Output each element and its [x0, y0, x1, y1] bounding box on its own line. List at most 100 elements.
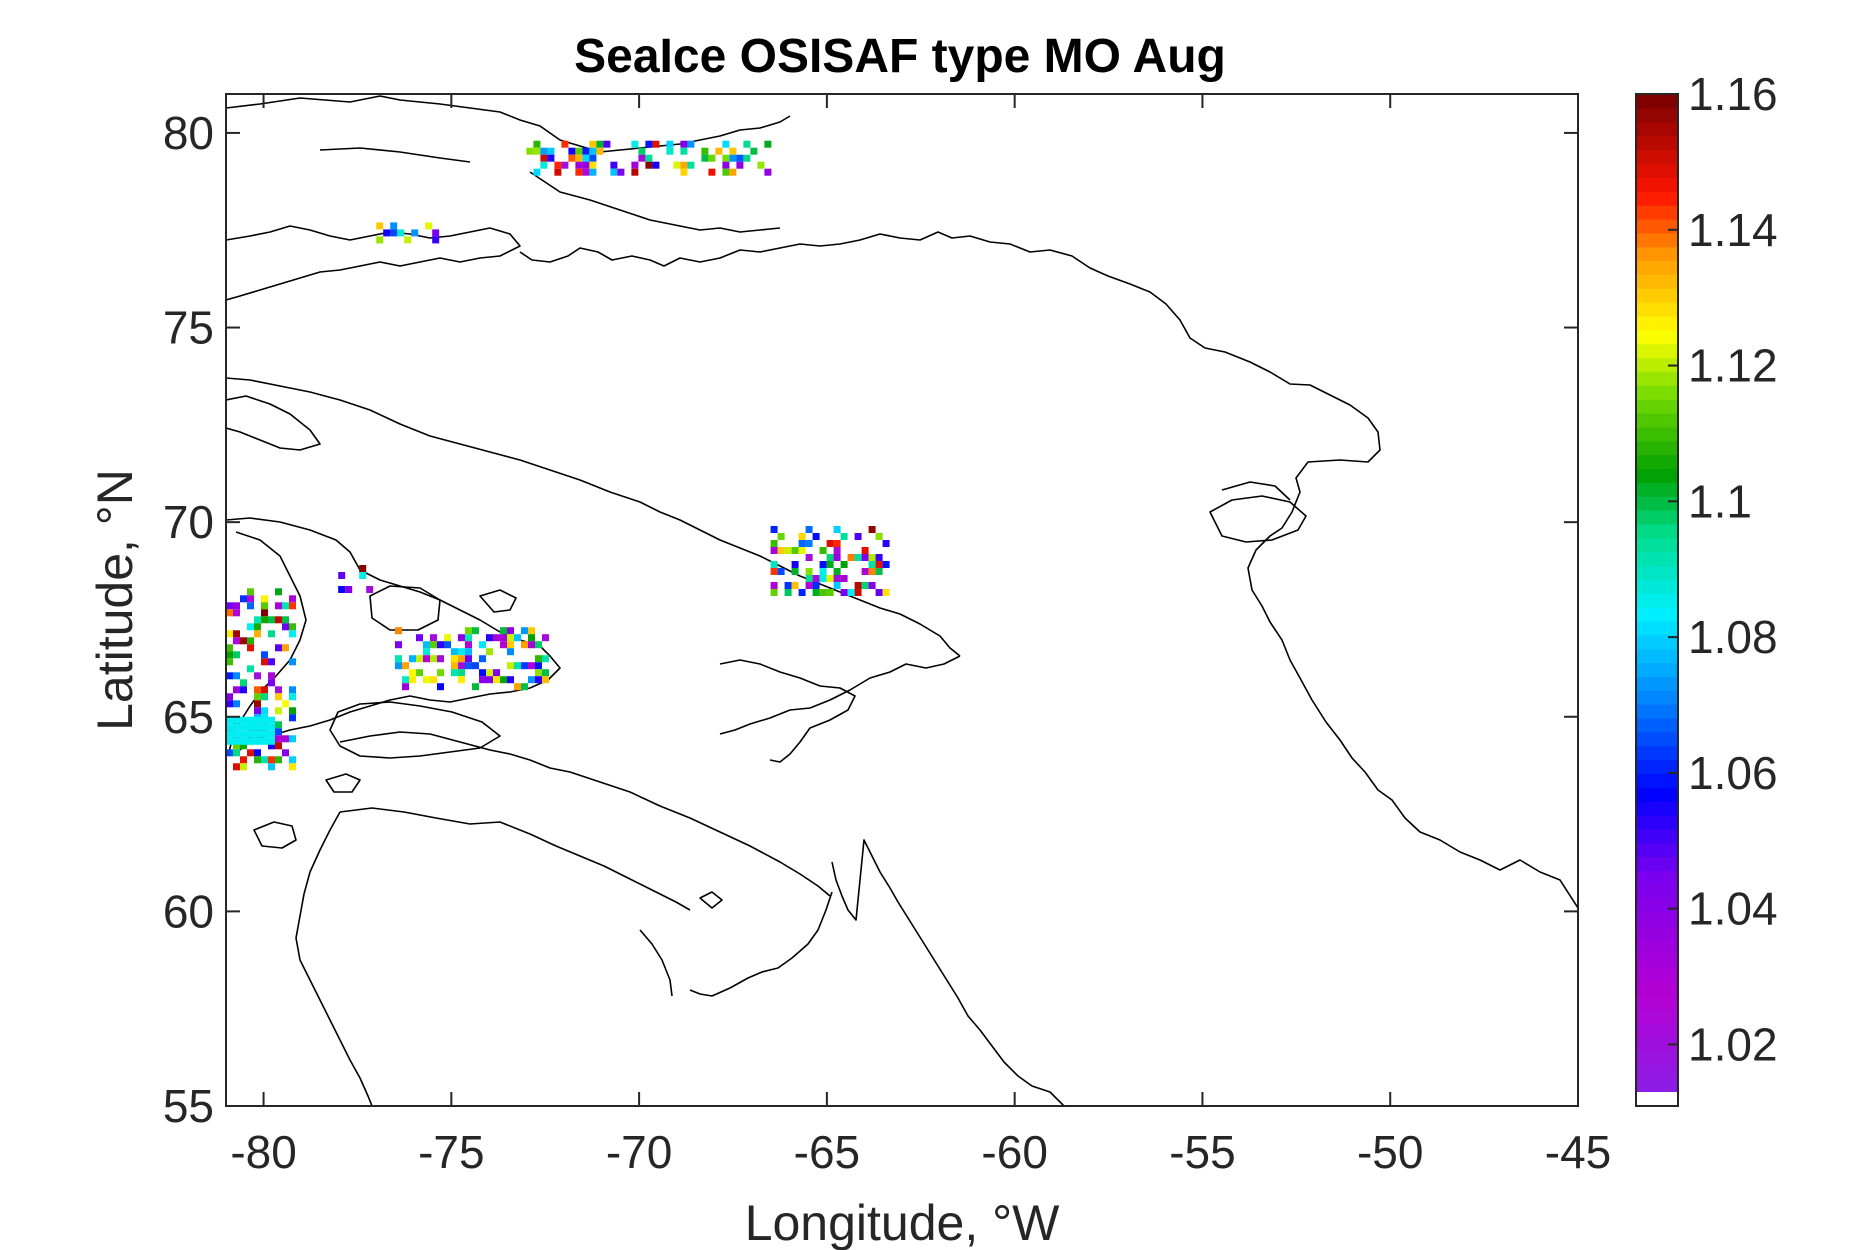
ice-pixel	[777, 568, 785, 575]
ice-pixel	[528, 662, 535, 670]
ice-pixel	[610, 168, 618, 176]
ice-pixel	[366, 586, 374, 593]
ice-pixel	[261, 651, 268, 659]
colorbar-segment	[1636, 329, 1678, 345]
ice-pixel	[275, 742, 282, 750]
ice-pixel	[254, 623, 261, 631]
colorbar-segment	[1636, 731, 1678, 747]
ice-pixel	[226, 672, 233, 680]
ice-pixel	[437, 655, 444, 663]
ice-pixel	[261, 756, 268, 764]
x-tick-label: -45	[1545, 1126, 1611, 1178]
nares-lower-coast	[529, 171, 781, 233]
y-axis-label: Latitude, °N	[87, 469, 143, 731]
hudson-island-1	[253, 821, 297, 849]
ice-pixel	[521, 662, 528, 670]
ice-pixel	[666, 140, 674, 148]
ice-pixel	[791, 561, 799, 568]
colorbar-segment	[1636, 468, 1678, 483]
ice-pixel	[542, 634, 549, 642]
colorbar-segment	[1636, 94, 1678, 109]
baffin-north-coast	[226, 377, 961, 657]
ice-pixel	[514, 683, 521, 691]
colorbar-segment	[1636, 274, 1678, 289]
ice-pixel	[458, 662, 465, 670]
ice-pixel	[784, 582, 792, 589]
ice-pixel	[247, 716, 254, 724]
ice-pixel	[437, 683, 444, 691]
ice-pixel	[610, 161, 618, 169]
colorbar-segment	[1636, 911, 1678, 927]
ice-pixel	[233, 737, 240, 745]
x-tick-label: -55	[1169, 1126, 1235, 1178]
colorbar-tick-label: 1.12	[1688, 340, 1778, 392]
ice-pixel	[631, 161, 639, 169]
x-tick-label: -75	[418, 1126, 484, 1178]
ice-pixel	[226, 693, 233, 701]
ice-pixel	[254, 616, 261, 624]
ice-pixel	[645, 140, 653, 148]
ice-pixel	[840, 533, 848, 540]
ice-pixel	[254, 672, 261, 680]
ice-pixel	[275, 693, 282, 701]
ice-pixel	[416, 634, 423, 642]
ice-pixel	[680, 147, 688, 155]
colorbar-segment	[1636, 773, 1678, 788]
ice-pixel	[247, 737, 254, 745]
greenland-inner-lake	[1221, 481, 1291, 501]
ice-pixel	[757, 161, 765, 169]
colorbar-segment	[1636, 593, 1678, 608]
ice-pixel	[423, 648, 430, 656]
ice-pixel	[383, 229, 391, 237]
colorbar-segment	[1636, 925, 1678, 941]
ice-pixel	[390, 229, 398, 237]
ice-pixel	[261, 737, 268, 745]
ice-pixel	[226, 609, 233, 617]
ice-pixel	[764, 168, 772, 176]
ice-pixel	[268, 730, 275, 738]
ice-pixel	[701, 147, 709, 155]
ice-pixel	[507, 648, 514, 656]
x-axis-label: Longitude, °W	[745, 1195, 1060, 1250]
ice-pixel	[397, 229, 405, 237]
ice-pixel	[882, 589, 890, 596]
colorbar-segment	[1636, 440, 1678, 456]
ice-pixel	[430, 641, 437, 649]
ice-pixel	[240, 730, 247, 738]
ice-pixel	[233, 763, 240, 771]
ice-pixel	[282, 602, 289, 610]
ice-pixel	[589, 154, 597, 162]
ice-pixel	[254, 737, 261, 745]
ice-pixel	[854, 589, 862, 596]
ice-pixel	[833, 582, 841, 589]
bylot-island	[226, 395, 321, 451]
ice-pixel	[798, 589, 806, 596]
ice-pixel	[528, 676, 535, 684]
ice-pixel	[275, 721, 282, 729]
colorbar-segment	[1636, 398, 1678, 414]
ice-pixel	[770, 589, 778, 596]
ice-pixel	[770, 547, 778, 554]
ice-pixel	[568, 154, 576, 162]
x-tick-label: -65	[794, 1126, 860, 1178]
ice-pixel	[819, 568, 827, 575]
colorbar: 1.02 1.04 1.06 1.08 1.1 1.12 1.14 1.16	[1635, 68, 1778, 1107]
ice-pixel	[282, 616, 289, 624]
ice-pixel	[770, 582, 778, 589]
ice-pixel	[812, 582, 820, 589]
ice-pixel	[395, 641, 402, 649]
ice-pixel	[833, 568, 841, 575]
ice-pixel	[528, 627, 535, 635]
ice-pixel	[472, 627, 479, 635]
ice-pixel	[507, 627, 514, 635]
ice-pixel	[528, 634, 535, 642]
ice-pixel	[805, 554, 813, 561]
ice-pixel	[582, 161, 590, 169]
x-tick-label: -60	[981, 1126, 1047, 1178]
ice-pixel	[254, 749, 261, 757]
ice-pixel	[275, 602, 282, 610]
ice-pixel	[268, 756, 275, 764]
ice-pixel	[254, 693, 261, 701]
ice-pixel	[451, 648, 458, 656]
ice-pixel	[233, 686, 240, 694]
